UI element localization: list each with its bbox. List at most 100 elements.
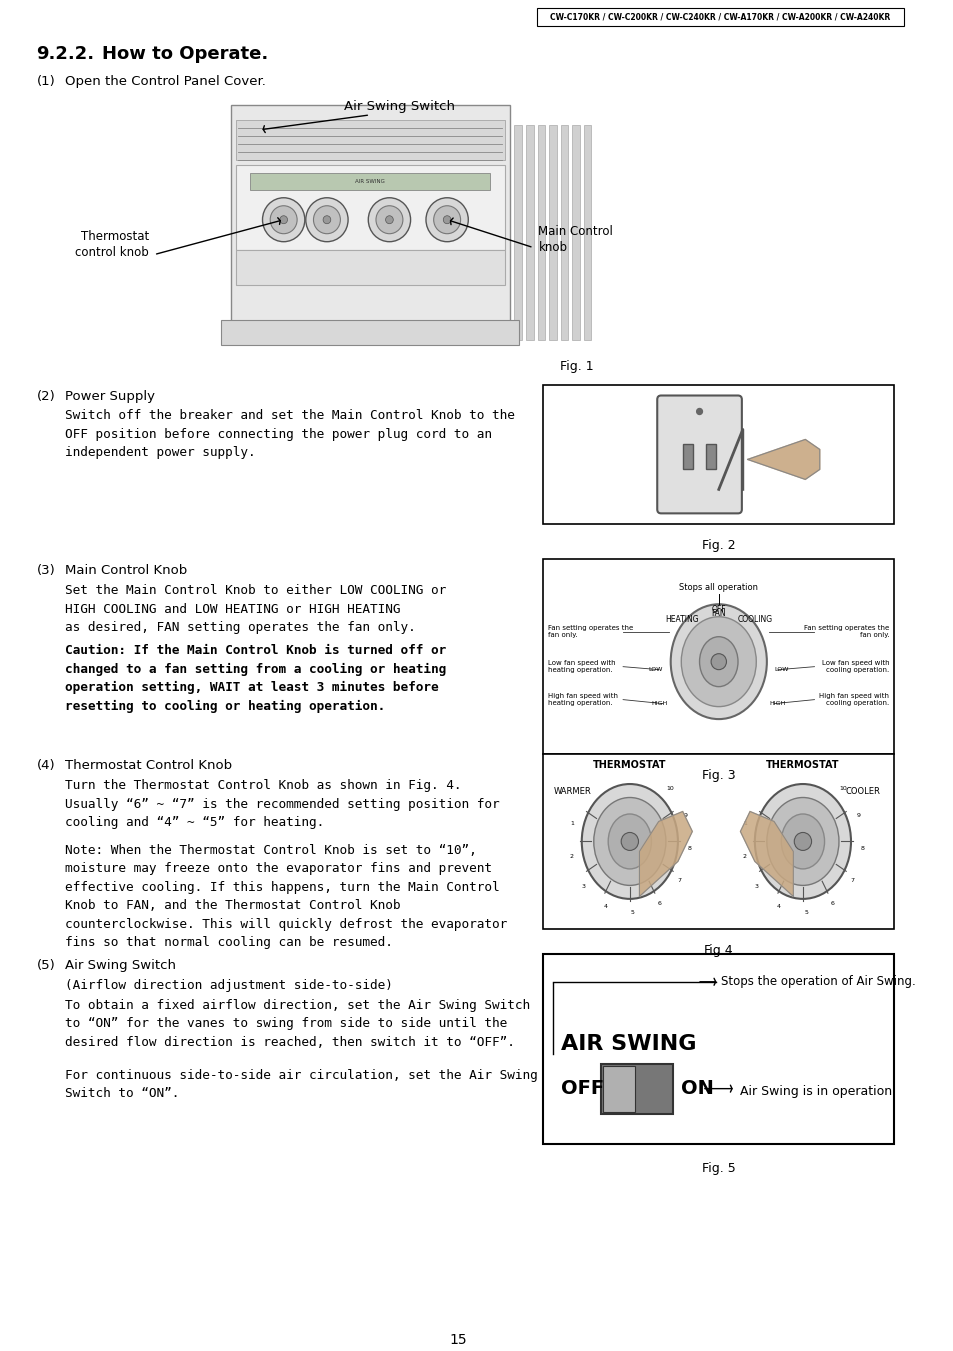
- Text: Note: When the Thermostat Control Knob is set to “10”,
moisture may freeze onto : Note: When the Thermostat Control Knob i…: [66, 844, 507, 950]
- Text: Fan setting operates the
fan only.: Fan setting operates the fan only.: [803, 626, 888, 638]
- Bar: [549, 124, 557, 339]
- FancyBboxPatch shape: [657, 396, 741, 513]
- Text: Stops all operation: Stops all operation: [679, 582, 758, 592]
- Circle shape: [375, 205, 402, 234]
- Text: 8: 8: [860, 846, 863, 851]
- Text: LOW: LOW: [648, 667, 662, 673]
- Circle shape: [385, 216, 393, 224]
- Circle shape: [794, 832, 811, 850]
- Text: (Airflow direction adjustment side-to-side): (Airflow direction adjustment side-to-si…: [66, 978, 393, 992]
- Text: 4: 4: [603, 904, 607, 909]
- Ellipse shape: [608, 815, 651, 869]
- Text: Set the Main Control Knob to either LOW COOLING or
HIGH COOLING and LOW HEATING : Set the Main Control Knob to either LOW …: [66, 584, 446, 634]
- Text: 10: 10: [665, 786, 673, 792]
- Text: HIGH: HIGH: [769, 701, 785, 707]
- Text: Power Supply: Power Supply: [66, 389, 155, 403]
- Text: 6: 6: [657, 901, 660, 905]
- Text: To obtain a fixed airflow direction, set the Air Swing Switch
to “ON” for the va: To obtain a fixed airflow direction, set…: [66, 998, 530, 1048]
- Text: Switch off the breaker and set the Main Control Knob to the
OFF position before : Switch off the breaker and set the Main …: [66, 409, 515, 459]
- Text: 5: 5: [630, 911, 635, 915]
- Text: Caution: If the Main Control Knob is turned off or
changed to a fan setting from: Caution: If the Main Control Knob is tur…: [66, 644, 446, 713]
- Text: 15: 15: [450, 1333, 467, 1347]
- Text: ON: ON: [680, 1079, 713, 1098]
- Text: (2): (2): [36, 389, 55, 403]
- Text: (3): (3): [36, 565, 55, 577]
- Text: 4: 4: [776, 904, 780, 909]
- Text: COOLER: COOLER: [844, 788, 879, 796]
- Text: 10: 10: [838, 786, 846, 792]
- Bar: [542, 754, 893, 929]
- Ellipse shape: [670, 604, 766, 719]
- Text: High fan speed with
heating operation.: High fan speed with heating operation.: [548, 693, 618, 707]
- Polygon shape: [639, 812, 692, 896]
- Text: 8: 8: [686, 846, 690, 851]
- Bar: [542, 954, 893, 1143]
- Bar: [235, 120, 504, 159]
- Text: HEATING: HEATING: [665, 615, 699, 624]
- Circle shape: [270, 205, 296, 234]
- Circle shape: [443, 216, 451, 224]
- Text: High fan speed with
cooling operation.: High fan speed with cooling operation.: [819, 693, 888, 707]
- Text: 1: 1: [742, 820, 746, 825]
- Circle shape: [434, 205, 460, 234]
- Ellipse shape: [766, 797, 838, 885]
- FancyBboxPatch shape: [231, 105, 509, 339]
- Circle shape: [262, 197, 305, 242]
- Text: 2: 2: [569, 854, 573, 859]
- Circle shape: [426, 197, 468, 242]
- Bar: [250, 173, 490, 189]
- Bar: [705, 444, 715, 469]
- Text: Thermostat Control Knob: Thermostat Control Knob: [66, 759, 233, 771]
- Polygon shape: [740, 812, 793, 896]
- Text: AIR SWING: AIR SWING: [560, 1034, 696, 1054]
- Text: Fig. 1: Fig. 1: [559, 359, 593, 373]
- Text: 1: 1: [570, 820, 574, 825]
- Text: Air Swing Switch: Air Swing Switch: [66, 959, 176, 971]
- Text: 3: 3: [754, 884, 758, 889]
- Text: OFF: OFF: [711, 605, 725, 613]
- Text: Open the Control Panel Cover.: Open the Control Panel Cover.: [66, 74, 266, 88]
- Text: Fig. 3: Fig. 3: [701, 769, 735, 782]
- Circle shape: [620, 832, 638, 850]
- Ellipse shape: [754, 784, 850, 898]
- Circle shape: [306, 197, 348, 242]
- Bar: [235, 250, 504, 285]
- Text: Air Swing is in operation.: Air Swing is in operation.: [740, 1085, 896, 1098]
- Text: For continuous side-to-side air circulation, set the Air Swing
Switch to “ON”.: For continuous side-to-side air circulat…: [66, 1069, 537, 1100]
- Text: FAN: FAN: [711, 609, 725, 619]
- Bar: [514, 124, 521, 339]
- Text: CW-C170KR / CW-C200KR / CW-C240KR / CW-A170KR / CW-A200KR / CW-A240KR: CW-C170KR / CW-C200KR / CW-C240KR / CW-A…: [550, 12, 889, 22]
- Text: THERMOSTAT: THERMOSTAT: [765, 759, 839, 770]
- Ellipse shape: [781, 815, 823, 869]
- Bar: [583, 124, 591, 339]
- Bar: [235, 165, 504, 250]
- Text: Turn the Thermostat Control Knob as shown in Fig. 4.
Usually “6” ~ “7” is the re: Turn the Thermostat Control Knob as show…: [66, 780, 499, 830]
- Text: Thermostat
control knob: Thermostat control knob: [75, 230, 149, 258]
- Bar: [221, 320, 518, 345]
- Text: COOLING: COOLING: [737, 615, 772, 624]
- Text: Fig. 5: Fig. 5: [701, 1162, 735, 1174]
- Text: 9: 9: [682, 813, 687, 819]
- Bar: [682, 444, 692, 469]
- Circle shape: [323, 216, 331, 224]
- Text: 7: 7: [850, 878, 854, 882]
- Bar: [542, 559, 893, 754]
- Bar: [560, 124, 568, 339]
- Polygon shape: [747, 439, 819, 480]
- Text: AIR SWING: AIR SWING: [355, 178, 385, 184]
- Text: Stops the operation of Air Swing.: Stops the operation of Air Swing.: [720, 975, 915, 989]
- Text: Fig.4: Fig.4: [703, 944, 733, 957]
- Text: 5: 5: [803, 911, 807, 915]
- Bar: [602, 1066, 635, 1112]
- Circle shape: [710, 654, 726, 670]
- Text: Low fan speed with
heating operation.: Low fan speed with heating operation.: [548, 661, 615, 673]
- Bar: [536, 8, 902, 26]
- Text: Main Control Knob: Main Control Knob: [66, 565, 188, 577]
- Circle shape: [314, 205, 340, 234]
- Circle shape: [279, 216, 287, 224]
- Text: Low fan speed with
cooling operation.: Low fan speed with cooling operation.: [821, 661, 888, 673]
- Bar: [537, 124, 545, 339]
- Ellipse shape: [593, 797, 665, 885]
- Text: 2: 2: [741, 854, 746, 859]
- Text: Fig. 2: Fig. 2: [701, 539, 735, 553]
